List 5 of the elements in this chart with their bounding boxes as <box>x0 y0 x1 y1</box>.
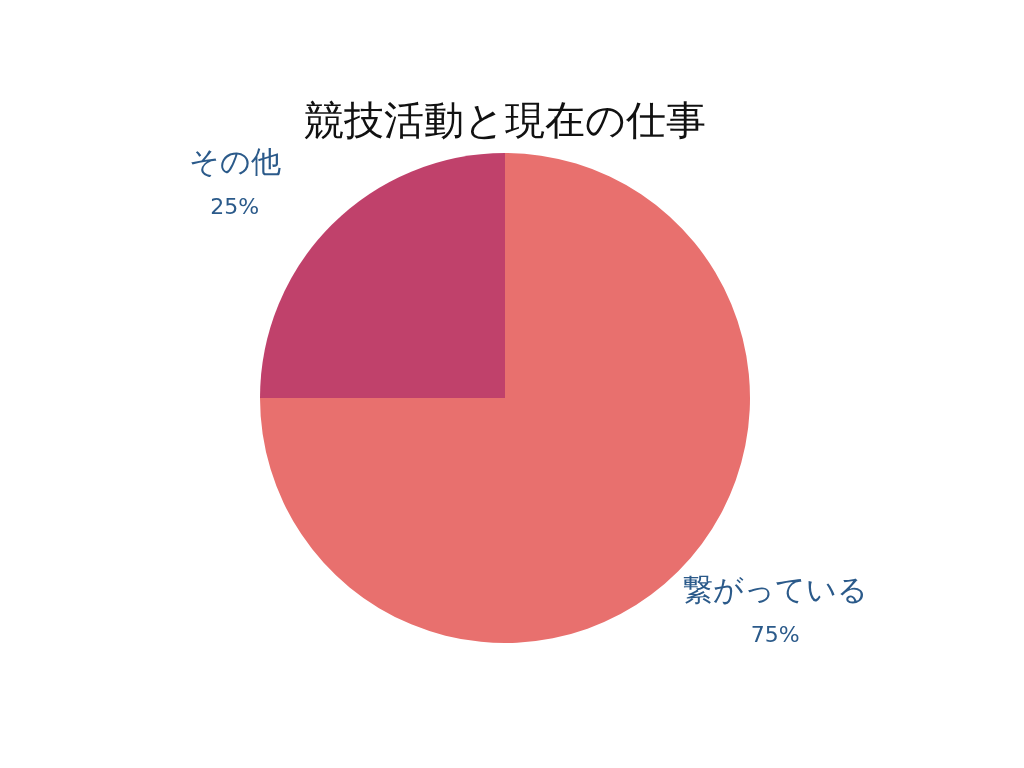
data-label: 75% <box>750 621 800 647</box>
slice-label: その他 <box>188 143 281 179</box>
chart-title: 競技活動と現在の仕事 <box>304 97 706 144</box>
slice-label: 繋がっている <box>682 571 868 607</box>
data-label: 25% <box>210 193 260 219</box>
